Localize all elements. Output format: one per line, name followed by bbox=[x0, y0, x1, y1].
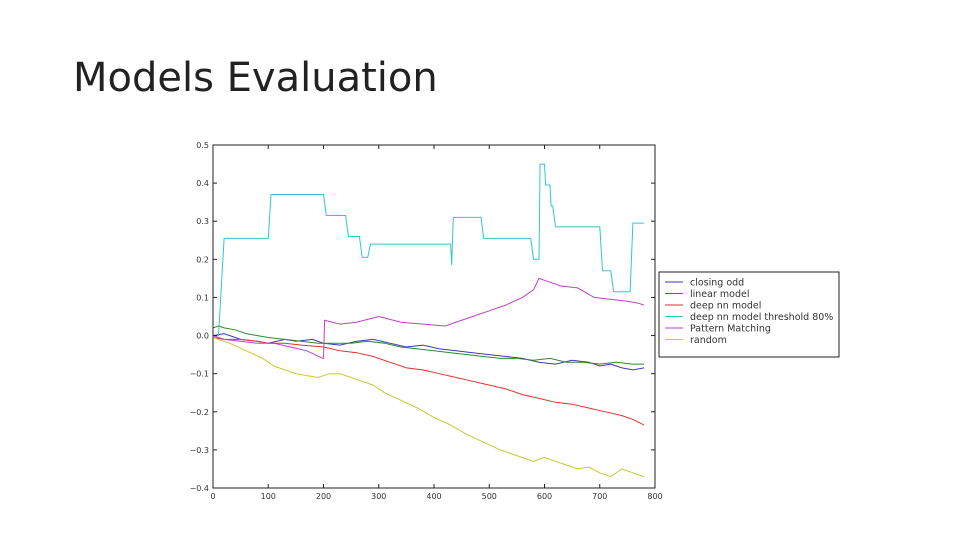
x-tick-label: 200 bbox=[316, 492, 331, 501]
x-tick-label: 600 bbox=[537, 492, 552, 501]
x-tick-label: 400 bbox=[426, 492, 441, 501]
legend-label-5: random bbox=[690, 335, 727, 346]
x-tick-label: 100 bbox=[261, 492, 276, 501]
legend-label-0: closing odd bbox=[690, 278, 744, 289]
legend-label-1: linear model bbox=[690, 289, 749, 300]
legend-label-3: deep nn model threshold 80% bbox=[690, 312, 833, 323]
y-tick-label: −0.2 bbox=[190, 408, 209, 417]
x-tick-label: 700 bbox=[592, 492, 607, 501]
legend-label-2: deep nn model bbox=[690, 301, 761, 312]
y-tick-label: 0.1 bbox=[196, 293, 209, 302]
x-tick-label: 800 bbox=[647, 492, 662, 501]
x-tick-label: 500 bbox=[482, 492, 497, 501]
y-tick-label: −0.4 bbox=[190, 484, 209, 493]
line-chart: 0 100 200 300 400 500 600 700 800 −0.4 −0.3 −0.2 −0.… bbox=[0, 0, 960, 540]
x-tick-label: 300 bbox=[371, 492, 386, 501]
legend-label-4: Pattern Matching bbox=[690, 324, 771, 335]
y-tick-label: −0.3 bbox=[190, 446, 209, 455]
y-tick-label: 0.3 bbox=[196, 217, 209, 226]
plot-area bbox=[213, 145, 655, 488]
y-tick-label: 0.0 bbox=[196, 332, 209, 341]
x-tick-label: 0 bbox=[210, 492, 215, 501]
plot-background bbox=[213, 145, 655, 488]
y-tick-label: −0.1 bbox=[190, 370, 209, 379]
y-tick-label: 0.4 bbox=[196, 179, 209, 188]
y-tick-label: 0.5 bbox=[196, 141, 209, 150]
y-tick-label: 0.2 bbox=[196, 255, 209, 264]
